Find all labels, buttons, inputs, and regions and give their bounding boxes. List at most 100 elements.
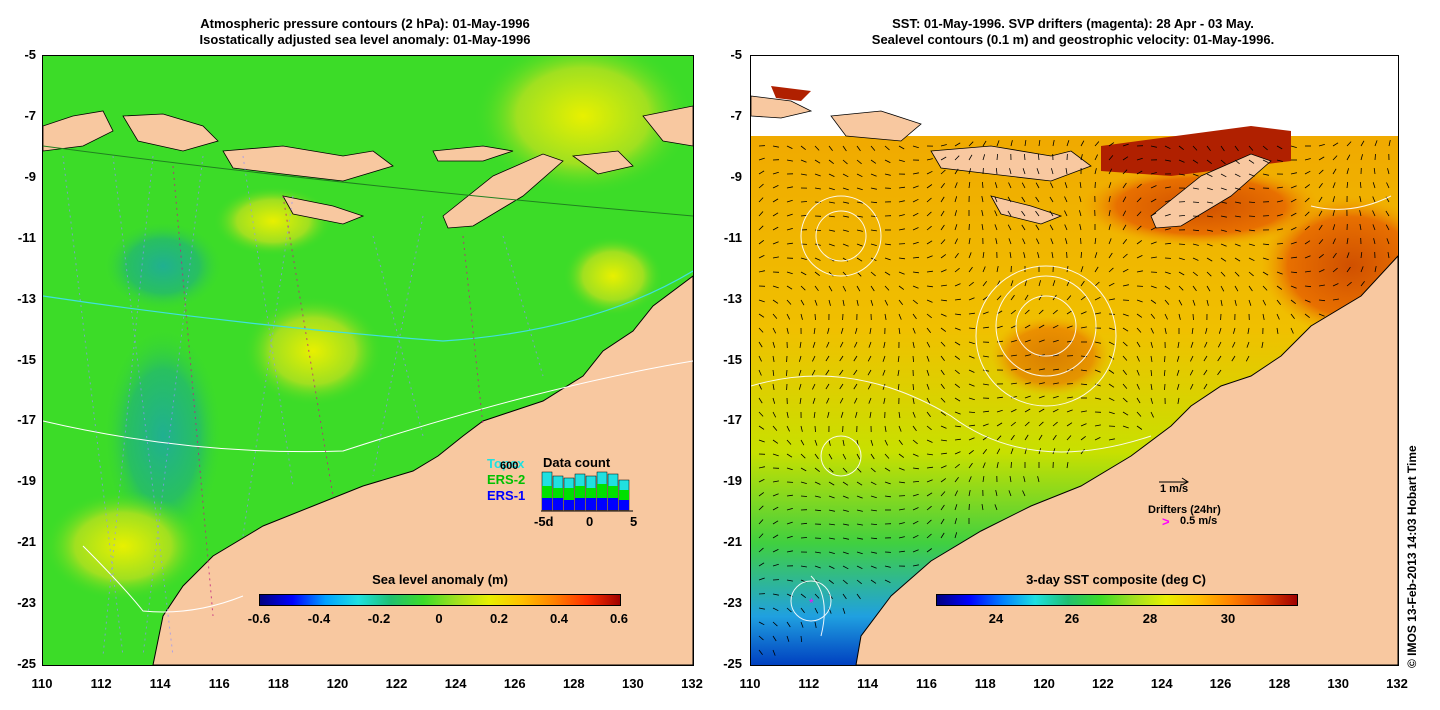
sla-cbar-tick-0: -0.6: [247, 611, 271, 626]
velocity-arrow: [1178, 159, 1185, 163]
velocity-arrow: [856, 495, 863, 499]
velocity-arrow: [814, 467, 820, 473]
velocity-arrow: [772, 212, 779, 217]
velocity-arrow: [772, 607, 779, 612]
velocity-arrow: [814, 257, 821, 261]
velocity-arrow: [1220, 229, 1227, 232]
velocity-arrow: [870, 145, 876, 151]
velocity-arrow: [898, 550, 905, 553]
histogram-xtick-0: -5d: [534, 514, 554, 529]
left-title: Atmospheric pressure contours (2 hPa): 0…: [40, 16, 690, 48]
velocity-arrow: [814, 593, 820, 599]
velocity-arrow: [940, 491, 946, 497]
velocity-arrow: [800, 635, 803, 643]
velocity-arrow: [982, 296, 989, 301]
velocity-arrow: [1318, 284, 1325, 287]
velocity-arrow: [1108, 210, 1111, 217]
velocity-arrow: [1108, 252, 1113, 259]
velocity-arrow: [758, 397, 763, 404]
velocity-arrow: [1094, 237, 1097, 245]
velocity-arrow: [826, 341, 830, 348]
velocity-arrow: [1290, 327, 1294, 334]
velocity-arrow: [786, 213, 793, 217]
velocity-arrow: [954, 532, 958, 539]
velocity-arrow: [1164, 186, 1171, 189]
velocity-arrow: [968, 424, 976, 427]
velocity-arrow: [954, 355, 961, 360]
velocity-arrow: [1021, 210, 1026, 217]
velocity-arrow: [1192, 201, 1200, 203]
velocity-arrow: [994, 504, 998, 511]
velocity-arrow: [940, 452, 947, 455]
velocity-arrow: [856, 285, 861, 292]
velocity-arrow: [996, 340, 1003, 343]
velocity-arrow: [1387, 168, 1390, 175]
velocity-arrow: [1094, 369, 1101, 373]
velocity-arrow: [926, 397, 931, 404]
velocity-arrow: [1388, 140, 1391, 147]
velocity-arrow: [897, 355, 900, 362]
velocity-arrow: [870, 453, 875, 460]
velocity-arrow: [814, 425, 816, 433]
velocity-arrow: [912, 425, 917, 432]
velocity-arrow: [926, 158, 933, 161]
velocity-arrow: [814, 481, 821, 485]
velocity-arrow: [1276, 186, 1283, 189]
velocity-arrow: [1262, 243, 1270, 246]
velocity-arrow: [1009, 476, 1012, 483]
velocity-arrow: [1220, 201, 1227, 204]
velocity-arrow: [1066, 462, 1069, 469]
velocity-arrow: [1038, 280, 1041, 287]
velocity-arrow: [982, 154, 986, 161]
velocity-arrow: [828, 551, 835, 554]
velocity-arrow: [839, 397, 844, 404]
velocity-arrow: [1178, 313, 1181, 320]
velocity-arrow: [1318, 299, 1326, 302]
sla-cbar-tick-2: -0.2: [367, 611, 391, 626]
velocity-arrow: [968, 266, 973, 273]
velocity-arrow: [800, 607, 805, 614]
velocity-arrow: [1038, 324, 1045, 329]
velocity-arrow: [1080, 154, 1083, 161]
velocity-arrow: [772, 549, 779, 553]
velocity-arrow: [926, 313, 932, 319]
velocity-arrow: [954, 283, 961, 287]
velocity-arrow: [912, 549, 919, 553]
velocity-arrow: [842, 285, 847, 292]
velocity-arrow: [1304, 225, 1310, 231]
velocity-arrow: [870, 299, 874, 306]
velocity-arrow: [1108, 196, 1111, 203]
velocity-arrow: [1010, 309, 1016, 315]
velocity-arrow: [827, 411, 830, 418]
velocity-arrow: [1035, 224, 1040, 231]
velocity-arrow: [1304, 211, 1310, 217]
velocity-arrow: [1024, 395, 1031, 399]
right-x-tick-8: 126: [1209, 676, 1232, 691]
velocity-arrow: [828, 285, 833, 292]
velocity-arrow: [1066, 422, 1073, 427]
velocity-arrow: [994, 196, 998, 203]
velocity-arrow: [1248, 271, 1254, 277]
velocity-arrow: [1178, 243, 1186, 245]
velocity-arrow: [800, 593, 807, 599]
velocity-arrow: [828, 523, 835, 526]
velocity-arrow: [869, 327, 872, 334]
velocity-arrow: [1080, 326, 1087, 329]
velocity-arrow: [1150, 145, 1157, 148]
velocity-arrow: [1276, 271, 1283, 275]
velocity-arrow: [940, 397, 946, 403]
velocity-arrow: [968, 462, 973, 469]
velocity-arrow: [1038, 421, 1044, 427]
velocity-arrow: [1304, 270, 1311, 273]
velocity-arrow: [954, 298, 961, 301]
velocity-arrow: [1203, 369, 1208, 376]
velocity-arrow: [926, 439, 933, 443]
histogram-xtick-1: 0: [586, 514, 594, 529]
velocity-arrow: [954, 182, 958, 189]
velocity-arrow: [940, 144, 947, 147]
velocity-arrow: [758, 170, 765, 175]
velocity-arrow: [868, 341, 872, 348]
velocity-arrow: [1220, 299, 1223, 306]
velocity-arrow: [1373, 168, 1376, 175]
velocity-arrow: [1190, 355, 1194, 362]
